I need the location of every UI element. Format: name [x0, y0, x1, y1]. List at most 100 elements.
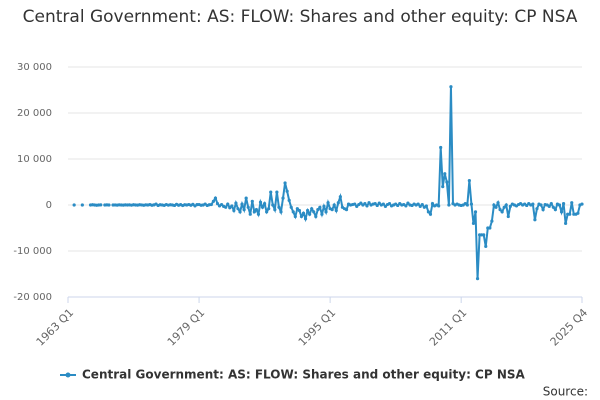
- data-point: [242, 208, 246, 212]
- data-point: [107, 203, 111, 207]
- y-tick-label: 20 000: [17, 108, 52, 119]
- data-point: [396, 203, 400, 208]
- data-point: [273, 208, 277, 212]
- data-point: [502, 205, 506, 209]
- data-point: [228, 206, 232, 210]
- data-point: [318, 205, 322, 209]
- legend-marker: [65, 372, 71, 378]
- data-point: [72, 203, 76, 207]
- data-point: [500, 210, 504, 214]
- x-tick-label: 2011 Q1: [427, 306, 470, 349]
- data-point: [465, 203, 469, 207]
- data-point: [387, 202, 392, 206]
- data-point: [234, 201, 238, 205]
- data-point: [291, 210, 295, 214]
- data-point: [236, 207, 240, 211]
- data-point: [230, 204, 234, 208]
- data-point: [367, 201, 371, 205]
- data-point: [281, 196, 285, 200]
- data-point: [314, 214, 318, 219]
- data-point: [295, 207, 299, 211]
- data-point: [559, 210, 564, 214]
- data-point: [99, 203, 103, 207]
- data-point: [564, 221, 568, 225]
- data-point: [580, 202, 584, 206]
- data-point: [467, 179, 471, 183]
- data-point: [375, 203, 379, 208]
- data-point: [301, 211, 306, 215]
- data-point: [541, 208, 545, 212]
- data-point: [219, 202, 224, 207]
- data-point: [324, 210, 328, 214]
- data-point: [238, 210, 242, 214]
- data-point: [428, 212, 433, 216]
- data-point: [285, 189, 289, 193]
- data-point: [332, 203, 336, 207]
- data-point: [260, 205, 265, 209]
- data-point: [275, 190, 279, 194]
- data-point: [252, 210, 256, 214]
- data-point: [224, 205, 228, 209]
- data-point: [209, 202, 213, 207]
- data-point: [469, 202, 474, 206]
- data-point: [310, 207, 314, 211]
- source-label: Source:: [543, 385, 588, 399]
- data-point: [525, 203, 529, 208]
- data-point: [308, 212, 312, 216]
- data-point: [404, 204, 408, 208]
- data-point: [445, 180, 449, 184]
- data-point: [256, 212, 261, 216]
- data-point: [406, 201, 410, 205]
- legend-label: Central Government: AS: FLOW: Shares and…: [82, 368, 526, 382]
- data-point: [533, 218, 537, 222]
- data-point: [258, 200, 263, 204]
- data-point: [418, 204, 422, 208]
- data-point: [488, 226, 492, 230]
- data-point: [338, 195, 342, 199]
- data-point: [492, 203, 496, 207]
- data-point: [416, 202, 420, 206]
- data-point: [551, 205, 555, 209]
- data-point: [443, 172, 447, 176]
- data-point: [279, 210, 283, 214]
- x-tick-label: 2025 Q4: [548, 306, 591, 349]
- data-point: [289, 205, 293, 209]
- data-point: [383, 204, 388, 208]
- data-point: [484, 244, 488, 248]
- data-point: [494, 205, 498, 209]
- data-point: [330, 208, 334, 212]
- data-point: [561, 202, 566, 206]
- data-point: [439, 145, 443, 150]
- data-point: [498, 208, 502, 212]
- x-tick-label: 1979 Q1: [165, 306, 208, 349]
- data-point: [267, 207, 271, 211]
- series-line: [113, 86, 583, 279]
- data-point: [226, 202, 230, 206]
- data-point: [471, 221, 476, 225]
- data-point: [568, 212, 572, 216]
- data-point: [441, 185, 445, 189]
- data-point: [508, 204, 512, 208]
- data-point: [447, 203, 451, 207]
- data-point: [547, 204, 551, 208]
- data-point: [365, 204, 369, 208]
- data-point: [303, 217, 308, 221]
- data-point: [246, 205, 250, 209]
- data-point: [244, 196, 248, 200]
- y-tick-label: 10 000: [17, 154, 52, 165]
- data-point: [355, 204, 359, 208]
- data-point: [535, 207, 539, 211]
- x-tick-label: 1963 Q1: [34, 306, 77, 349]
- data-point: [377, 201, 381, 205]
- data-point: [426, 210, 431, 214]
- data-point: [373, 202, 377, 206]
- data-point: [496, 201, 500, 205]
- data-point: [262, 202, 267, 206]
- data-point: [312, 210, 316, 214]
- data-point: [334, 208, 338, 213]
- data-point: [490, 219, 494, 223]
- data-point: [449, 85, 453, 89]
- data-point: [271, 203, 275, 207]
